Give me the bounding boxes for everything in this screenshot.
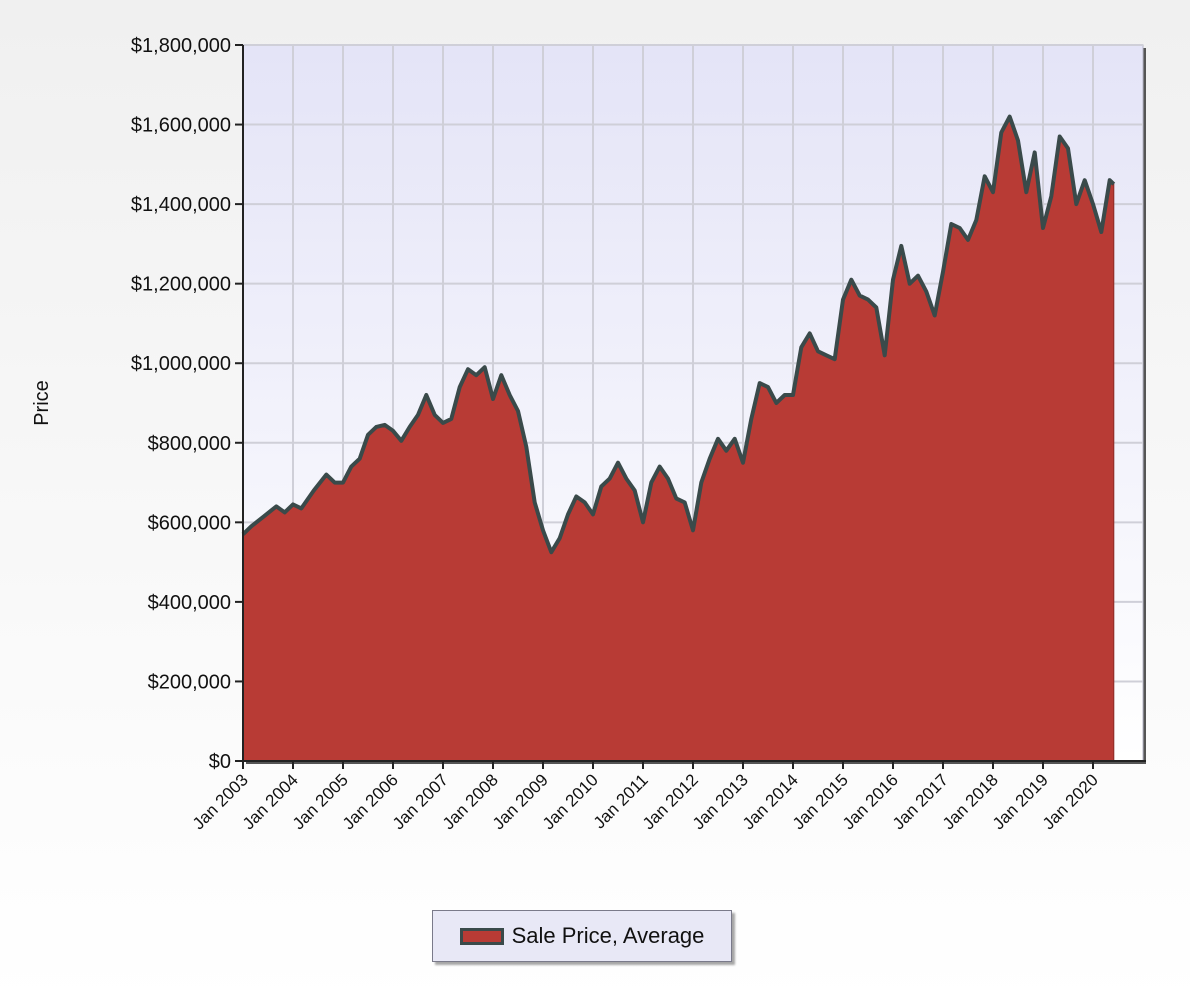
y-tick-label: $1,200,000 [131, 274, 231, 296]
y-tick-label: $200,000 [148, 671, 231, 693]
series-layer [241, 114, 1116, 762]
y-tick-label: $1,000,000 [131, 353, 231, 375]
series-line-sale-price-average [241, 114, 1116, 555]
y-tick-label: $1,400,000 [131, 194, 231, 216]
legend-swatch [459, 927, 504, 945]
y-tick-label: $600,000 [148, 512, 231, 534]
y-tick-label: $800,000 [148, 433, 231, 455]
x-tick-label: Jan 2020 [1039, 770, 1102, 833]
y-axis-title: Price [31, 380, 53, 426]
legend: Sale Price, Average [432, 910, 732, 962]
y-tick-label: $400,000 [148, 592, 231, 614]
y-tick-label: $0 [209, 751, 231, 773]
x-tick-label: Jan 2010 [539, 770, 602, 833]
y-tick-label: $1,800,000 [131, 35, 231, 57]
legend-label: Sale Price, Average [511, 923, 705, 948]
y-tick-label: $1,600,000 [131, 115, 231, 137]
